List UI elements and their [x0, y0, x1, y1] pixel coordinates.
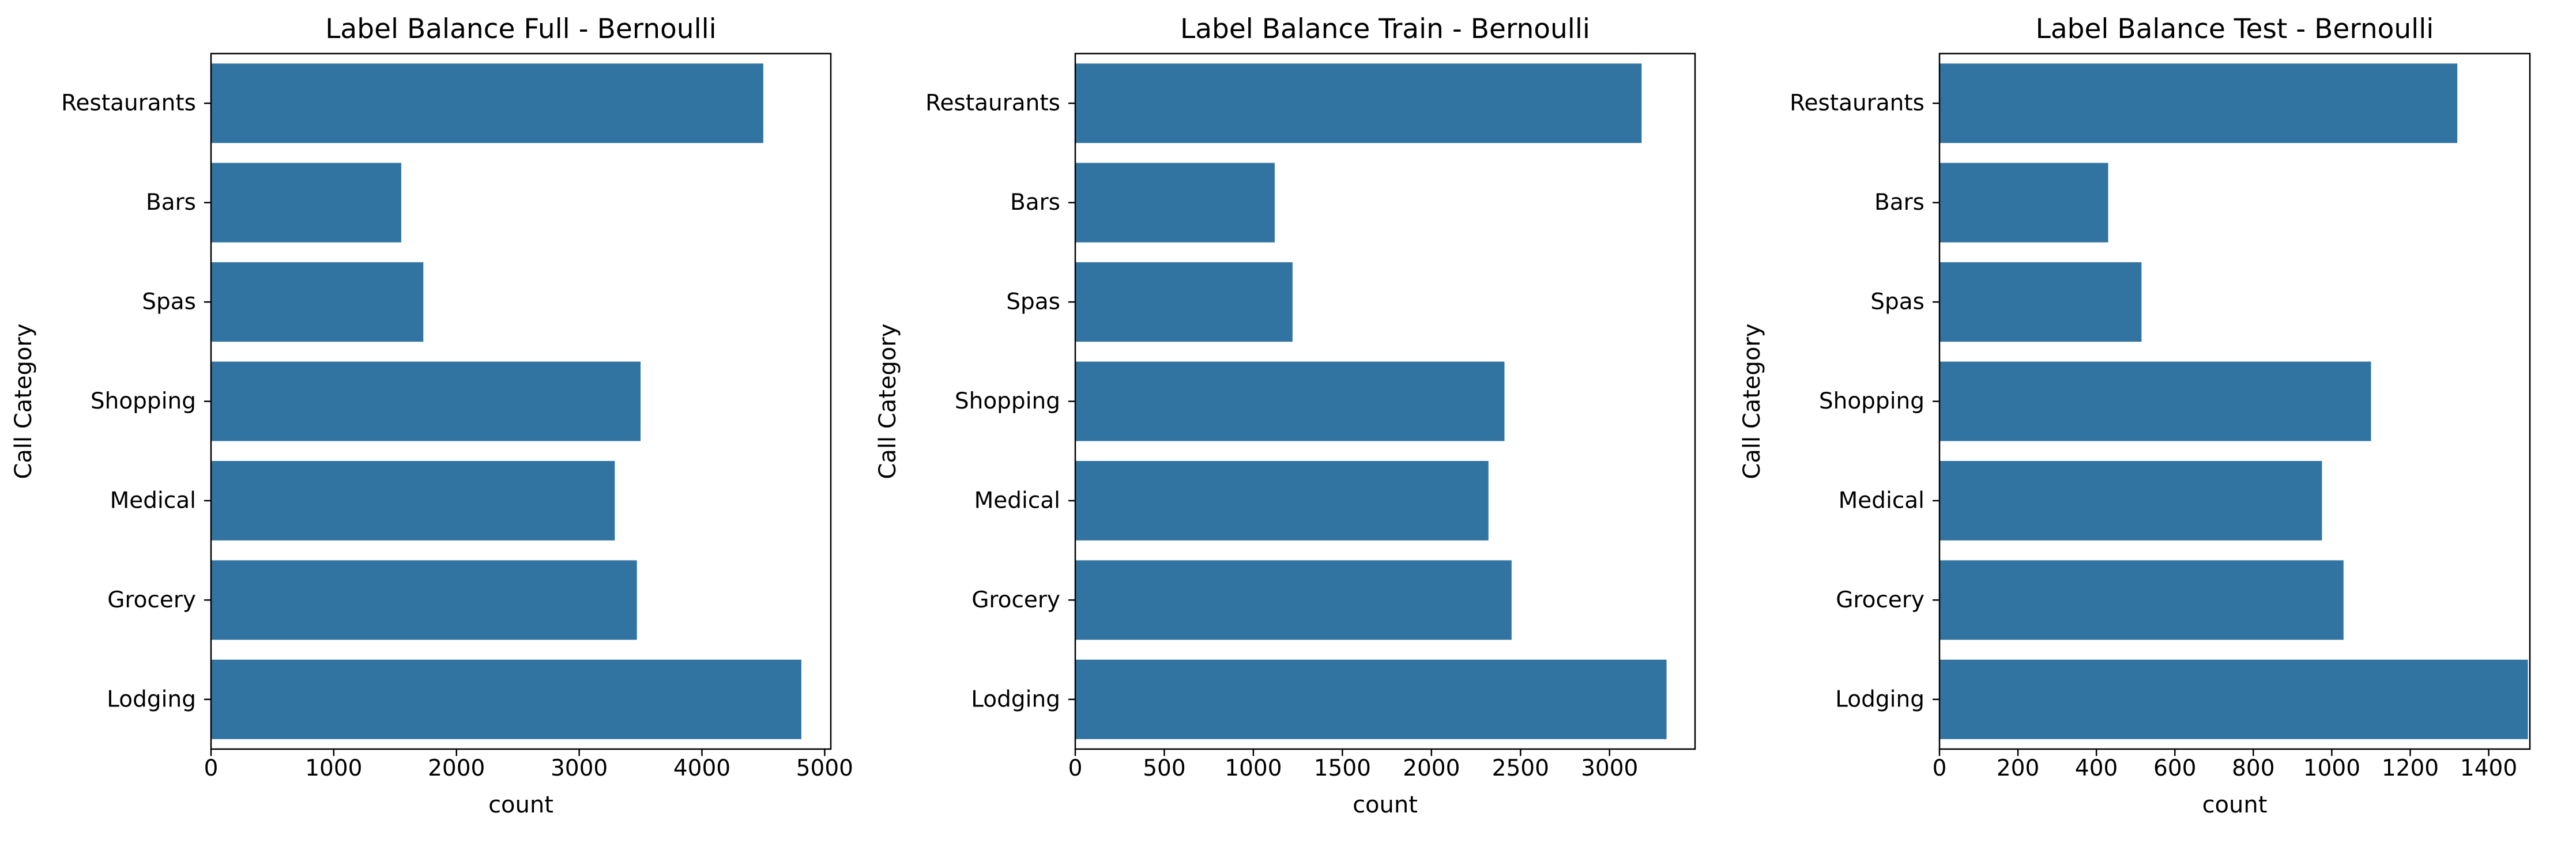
x-tick-label: 1000: [1225, 755, 1282, 781]
x-tick-label: 200: [1997, 755, 2039, 781]
x-tick-label: 1000: [305, 755, 362, 781]
bar-bars: [211, 162, 401, 243]
bar-lodging: [211, 659, 801, 739]
bar-shopping: [1075, 361, 1505, 441]
bar-spas: [1939, 262, 2142, 342]
x-axis-label: count: [488, 792, 553, 818]
x-tick-label: 0: [1068, 755, 1083, 781]
y-tick-label: Grocery: [971, 587, 1060, 613]
bar-medical: [1939, 460, 2322, 540]
y-tick-label: Grocery: [107, 587, 196, 613]
y-tick-label: Medical: [110, 487, 196, 513]
y-tick-label: Shopping: [1819, 388, 1925, 414]
x-tick-label: 0: [1933, 755, 1947, 781]
bar-bars: [1939, 162, 2108, 243]
y-tick-label: Lodging: [107, 686, 196, 712]
x-tick-label: 500: [1143, 755, 1185, 781]
x-tick-label: 600: [2153, 755, 2196, 781]
y-tick-label: Shopping: [955, 388, 1060, 414]
x-axis-label: count: [2202, 792, 2268, 818]
bar-grocery: [1939, 560, 2344, 640]
y-tick-label: Spas: [142, 289, 196, 315]
x-tick-label: 0: [204, 755, 219, 781]
x-tick-label: 2000: [1403, 755, 1460, 781]
x-tick-label: 800: [2232, 755, 2274, 781]
x-tick-label: 5000: [796, 755, 853, 781]
chart-title: Label Balance Full - Bernoulli: [325, 13, 717, 45]
bar-restaurants: [1939, 63, 2458, 143]
y-axis-label: Call Category: [875, 323, 901, 479]
axes-frame: [210, 52, 832, 750]
axes-frame: [1074, 52, 1696, 750]
x-tick-label: 2500: [1492, 755, 1549, 781]
y-tick-label: Medical: [1839, 487, 1925, 513]
y-tick-label: Grocery: [1836, 587, 1925, 613]
y-tick-label: Restaurants: [61, 90, 196, 116]
bar-lodging: [1939, 659, 2528, 739]
x-tick-label: 400: [2075, 755, 2118, 781]
y-axis-label: Call Category: [10, 323, 37, 479]
y-tick-label: Lodging: [1835, 686, 1925, 712]
bar-restaurants: [1075, 63, 1642, 143]
chart-title: Label Balance Train - Bernoulli: [1180, 13, 1590, 45]
y-tick-label: Bars: [146, 190, 196, 216]
chart-panel-2: Restaurants Bars Spas Shopping Medical Grocer…: [875, 13, 1696, 818]
chart-title: Label Balance Test - Bernoulli: [2036, 13, 2434, 45]
chart-panel-1: Restaurants Bars Spas Shopping Medical Grocer…: [10, 13, 853, 818]
bar-shopping: [1939, 361, 2371, 441]
y-tick-label: Medical: [974, 487, 1060, 513]
chart-panel-3: Restaurants Bars Spas Shopping Medical Grocer…: [1739, 13, 2531, 818]
x-tick-label: 1000: [2303, 755, 2360, 781]
y-tick-label: Lodging: [971, 686, 1060, 712]
bar-medical: [1075, 460, 1489, 540]
bar-spas: [1075, 262, 1293, 342]
bar-lodging: [1075, 659, 1667, 739]
bar-spas: [211, 262, 424, 342]
y-tick-label: Bars: [1874, 190, 1925, 216]
y-tick-label: Restaurants: [925, 90, 1060, 116]
x-axis-label: count: [1353, 792, 1418, 818]
y-tick-label: Spas: [1006, 289, 1060, 315]
x-tick-label: 3000: [551, 755, 608, 781]
x-tick-label: 2000: [428, 755, 485, 781]
axes-frame: [1938, 52, 2531, 750]
x-tick-label: 1500: [1314, 755, 1371, 781]
y-tick-label: Bars: [1010, 190, 1060, 216]
x-tick-label: 1400: [2460, 755, 2517, 781]
y-tick-label: Shopping: [91, 388, 196, 414]
x-tick-label: 1200: [2382, 755, 2439, 781]
bar-medical: [211, 460, 615, 540]
x-tick-label: 3000: [1581, 755, 1638, 781]
y-axis-label: Call Category: [1739, 323, 1765, 479]
y-tick-label: Spas: [1870, 289, 1925, 315]
bar-restaurants: [211, 63, 763, 143]
x-tick-label: 4000: [673, 755, 730, 781]
bar-grocery: [1075, 560, 1512, 640]
bar-shopping: [211, 361, 641, 441]
bar-grocery: [211, 560, 637, 640]
y-tick-label: Restaurants: [1790, 90, 1925, 116]
bar-bars: [1075, 162, 1275, 243]
